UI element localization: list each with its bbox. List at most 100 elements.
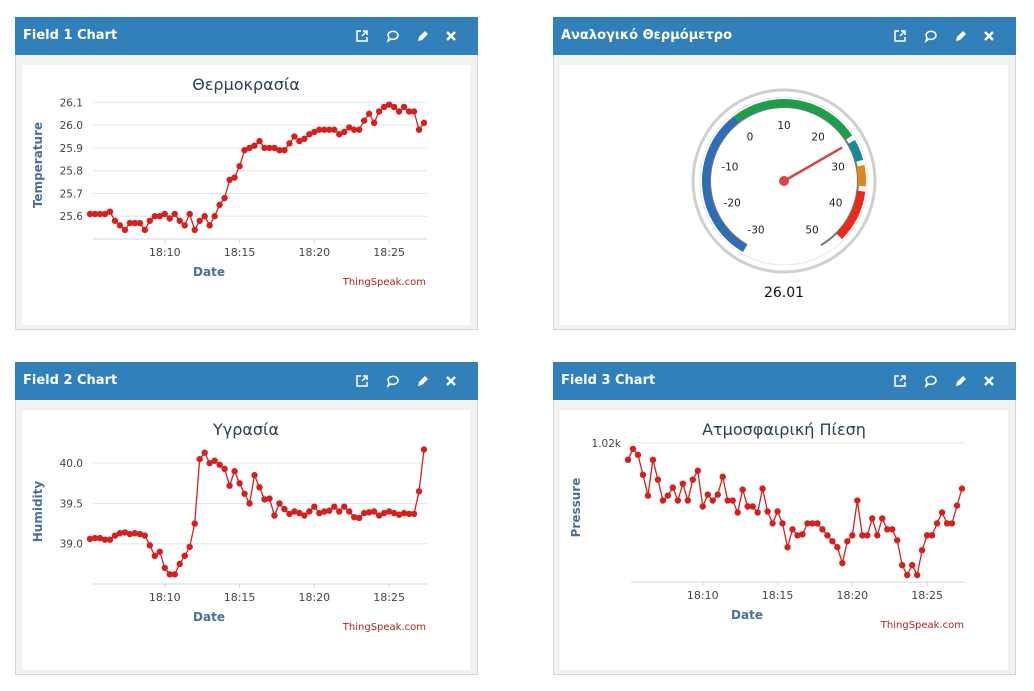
- x-tick-label: 18:20: [836, 589, 868, 602]
- data-point: [410, 510, 418, 518]
- data-point: [903, 571, 911, 579]
- data-point: [819, 526, 826, 533]
- close-button[interactable]: [984, 376, 994, 386]
- data-point: [336, 131, 343, 138]
- data-point: [206, 222, 213, 229]
- widget: Αναλογικό Θερμόμετρο -30 -20 -10 0 10 20 30 40 5…: [553, 17, 1016, 330]
- icon: [984, 31, 994, 41]
- data-point: [116, 530, 124, 537]
- header-icons: [356, 375, 456, 388]
- chart-title: Ατμοσφαιρική Πίεση: [702, 420, 866, 439]
- data-point: [126, 219, 134, 227]
- data-point: [360, 509, 368, 517]
- data-point: [405, 108, 413, 115]
- data-point: [311, 503, 318, 510]
- data-point: [246, 144, 253, 152]
- header-icons: [356, 30, 456, 43]
- data-point: [356, 514, 363, 522]
- data-point: [251, 472, 258, 479]
- data-point: [281, 505, 288, 513]
- data-point: [674, 497, 682, 504]
- data-point: [351, 513, 358, 521]
- data-point: [346, 508, 353, 515]
- data-point: [156, 213, 163, 220]
- close-button[interactable]: [446, 376, 456, 386]
- open-button[interactable]: [894, 375, 906, 387]
- data-point: [789, 526, 796, 533]
- open-button[interactable]: [356, 375, 368, 387]
- widget-header: Αναλογικό Θερμόμετρο: [553, 17, 1016, 55]
- chart: Υγρασία 39.0 39.5 40.0 18:10 18:15 18:20 18:25 D…: [31, 420, 428, 633]
- edit-button[interactable]: [418, 31, 428, 41]
- data-point: [624, 456, 632, 464]
- data-point: [261, 144, 268, 152]
- close-button[interactable]: [984, 31, 994, 41]
- data-point: [794, 532, 801, 539]
- data-point: [844, 538, 851, 545]
- edit-button[interactable]: [418, 376, 428, 386]
- data-point: [684, 497, 692, 504]
- gauge-band: [702, 115, 748, 253]
- icon: [956, 376, 966, 386]
- data-point: [86, 210, 94, 218]
- data-point: [311, 128, 318, 136]
- header-icons: [894, 375, 994, 388]
- y-tick-label: 26.0: [60, 120, 83, 132]
- data-point: [913, 571, 921, 579]
- icon: [418, 31, 428, 41]
- data-point: [276, 500, 283, 507]
- data-point: [141, 226, 149, 234]
- data-point: [321, 126, 328, 133]
- data-point: [884, 526, 891, 533]
- comment-button[interactable]: [924, 375, 937, 388]
- data-point: [938, 509, 946, 516]
- data-point: [370, 508, 378, 515]
- data-point: [400, 509, 408, 517]
- icon: [386, 375, 399, 388]
- icon: [446, 31, 456, 41]
- data-point: [385, 508, 393, 515]
- y-tick-label: 25.7: [60, 188, 83, 200]
- data-point: [331, 126, 338, 133]
- credit: ThingSpeak.com: [342, 277, 426, 288]
- data-point: [395, 108, 403, 115]
- data-point: [654, 476, 662, 483]
- data-point: [664, 492, 672, 499]
- gauge-band: [836, 190, 866, 239]
- y-axis-title: Temperature: [31, 122, 45, 208]
- data-point: [908, 561, 916, 569]
- data-point: [400, 103, 408, 111]
- x-tick-label: 18:15: [762, 589, 794, 602]
- data-point: [669, 484, 677, 491]
- data-point: [709, 497, 716, 504]
- data-point: [799, 531, 806, 538]
- data-point: [241, 147, 248, 154]
- x-tick-label: 18:15: [224, 246, 256, 259]
- open-button[interactable]: [894, 30, 906, 42]
- comment-button[interactable]: [386, 375, 399, 388]
- open-button[interactable]: [356, 30, 368, 42]
- data-point: [375, 108, 383, 115]
- comment-button[interactable]: [386, 30, 399, 43]
- data-point: [679, 480, 687, 487]
- data-point: [629, 445, 637, 453]
- data-point: [166, 215, 173, 222]
- data-point: [649, 456, 657, 464]
- gauge-tick-label: 0: [747, 132, 754, 144]
- close-button[interactable]: [446, 31, 456, 41]
- data-point: [271, 144, 278, 152]
- comment-button[interactable]: [924, 30, 937, 43]
- data-point: [246, 500, 253, 507]
- edit-button[interactable]: [956, 31, 966, 41]
- chart-box: Υγρασία 39.0 39.5 40.0 18:10 18:15 18:20 18:25 D…: [22, 410, 470, 670]
- x-tick-label: 18:25: [911, 589, 943, 602]
- data-point: [356, 126, 363, 133]
- y-axis-title: Humidity: [31, 481, 45, 543]
- edit-button[interactable]: [956, 376, 966, 386]
- data-point: [784, 544, 791, 551]
- data-point: [301, 135, 308, 143]
- data-point: [181, 222, 188, 229]
- data-point: [196, 455, 203, 463]
- data-point: [380, 509, 388, 517]
- widget-title: Αναλογικό Θερμόμετρο: [561, 28, 733, 43]
